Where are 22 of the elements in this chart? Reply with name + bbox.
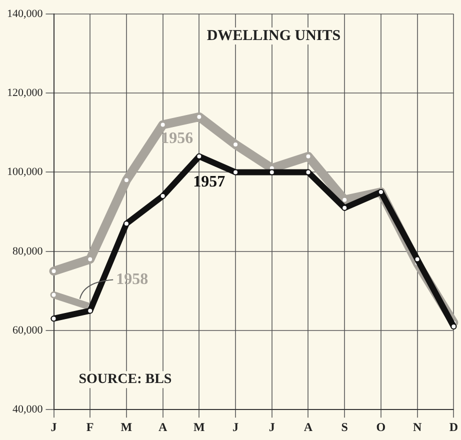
y-tick-label: 100,000: [7, 166, 44, 178]
x-tick-label: A: [158, 420, 168, 434]
x-tick-label: M: [194, 420, 205, 434]
y-tick-label: 140,000: [7, 8, 44, 20]
point: [450, 324, 457, 330]
x-tick-label: N: [412, 420, 422, 434]
x-tick-label: S: [341, 420, 348, 434]
y-tick-label: 80,000: [12, 245, 44, 258]
x-tick-label: D: [449, 420, 458, 434]
text: DWELLING UNITS: [206, 28, 341, 44]
x-tick-label: O: [376, 420, 386, 434]
y-tick-label: 60,000: [12, 324, 44, 336]
annotation: SOURCE: BLS: [78, 372, 172, 388]
x-tick-label: M: [120, 420, 132, 434]
y-tick-label: 120,000: [7, 87, 44, 100]
x-tick-label: J: [268, 420, 275, 434]
x-tick-label: A: [304, 420, 313, 434]
y-tick-label: 40,000: [12, 403, 44, 416]
x-tick-label: J: [232, 420, 239, 434]
x-tick-label: F: [86, 420, 94, 434]
point: [160, 192, 166, 199]
x-tick-label: J: [50, 420, 57, 434]
